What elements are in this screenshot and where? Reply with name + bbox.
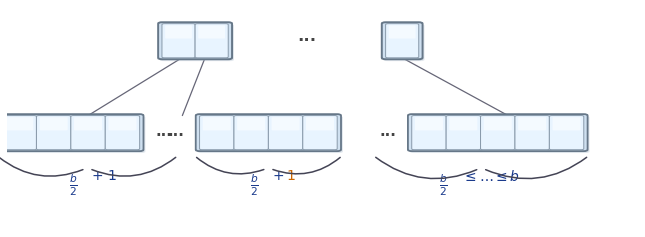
FancyBboxPatch shape <box>162 24 195 58</box>
FancyBboxPatch shape <box>2 116 36 150</box>
FancyBboxPatch shape <box>412 116 446 150</box>
FancyBboxPatch shape <box>408 114 588 151</box>
Text: $\frac{b}{2}$: $\frac{b}{2}$ <box>250 172 259 198</box>
FancyBboxPatch shape <box>515 116 550 150</box>
FancyBboxPatch shape <box>518 117 546 130</box>
FancyBboxPatch shape <box>160 24 234 61</box>
FancyBboxPatch shape <box>105 116 140 150</box>
FancyBboxPatch shape <box>268 116 303 150</box>
FancyBboxPatch shape <box>382 22 422 59</box>
Text: $\leq \ldots \leq b$: $\leq \ldots \leq b$ <box>462 169 520 184</box>
FancyBboxPatch shape <box>389 25 415 39</box>
FancyBboxPatch shape <box>195 24 228 58</box>
Text: $1$: $1$ <box>286 169 296 183</box>
FancyBboxPatch shape <box>71 116 105 150</box>
Text: $\frac{b}{2}$: $\frac{b}{2}$ <box>439 172 448 198</box>
FancyBboxPatch shape <box>108 117 137 130</box>
FancyBboxPatch shape <box>272 117 299 130</box>
FancyBboxPatch shape <box>306 117 334 130</box>
FancyBboxPatch shape <box>74 117 102 130</box>
FancyBboxPatch shape <box>303 116 337 150</box>
FancyBboxPatch shape <box>39 117 68 130</box>
FancyBboxPatch shape <box>234 116 268 150</box>
Text: ...: ... <box>168 124 184 139</box>
FancyBboxPatch shape <box>484 117 511 130</box>
Text: ...: ... <box>155 124 172 139</box>
FancyBboxPatch shape <box>553 117 580 130</box>
FancyBboxPatch shape <box>237 117 265 130</box>
FancyBboxPatch shape <box>198 25 225 39</box>
FancyBboxPatch shape <box>0 114 143 151</box>
FancyBboxPatch shape <box>0 116 145 153</box>
Text: $\frac{b}{2}$: $\frac{b}{2}$ <box>69 172 78 198</box>
FancyBboxPatch shape <box>5 117 34 130</box>
FancyBboxPatch shape <box>158 22 232 59</box>
FancyBboxPatch shape <box>410 116 590 153</box>
FancyBboxPatch shape <box>384 24 424 61</box>
Text: $+$: $+$ <box>272 169 284 183</box>
FancyBboxPatch shape <box>481 116 515 150</box>
FancyBboxPatch shape <box>415 117 443 130</box>
FancyBboxPatch shape <box>446 116 481 150</box>
FancyBboxPatch shape <box>195 114 341 151</box>
FancyBboxPatch shape <box>165 25 192 39</box>
FancyBboxPatch shape <box>197 116 343 153</box>
Text: ...: ... <box>297 27 317 45</box>
FancyBboxPatch shape <box>36 116 71 150</box>
FancyBboxPatch shape <box>450 117 477 130</box>
Text: ...: ... <box>379 124 396 139</box>
Text: $+\ 1$: $+\ 1$ <box>90 169 116 183</box>
FancyBboxPatch shape <box>203 117 231 130</box>
FancyBboxPatch shape <box>199 116 234 150</box>
FancyBboxPatch shape <box>550 116 584 150</box>
FancyBboxPatch shape <box>386 24 419 58</box>
